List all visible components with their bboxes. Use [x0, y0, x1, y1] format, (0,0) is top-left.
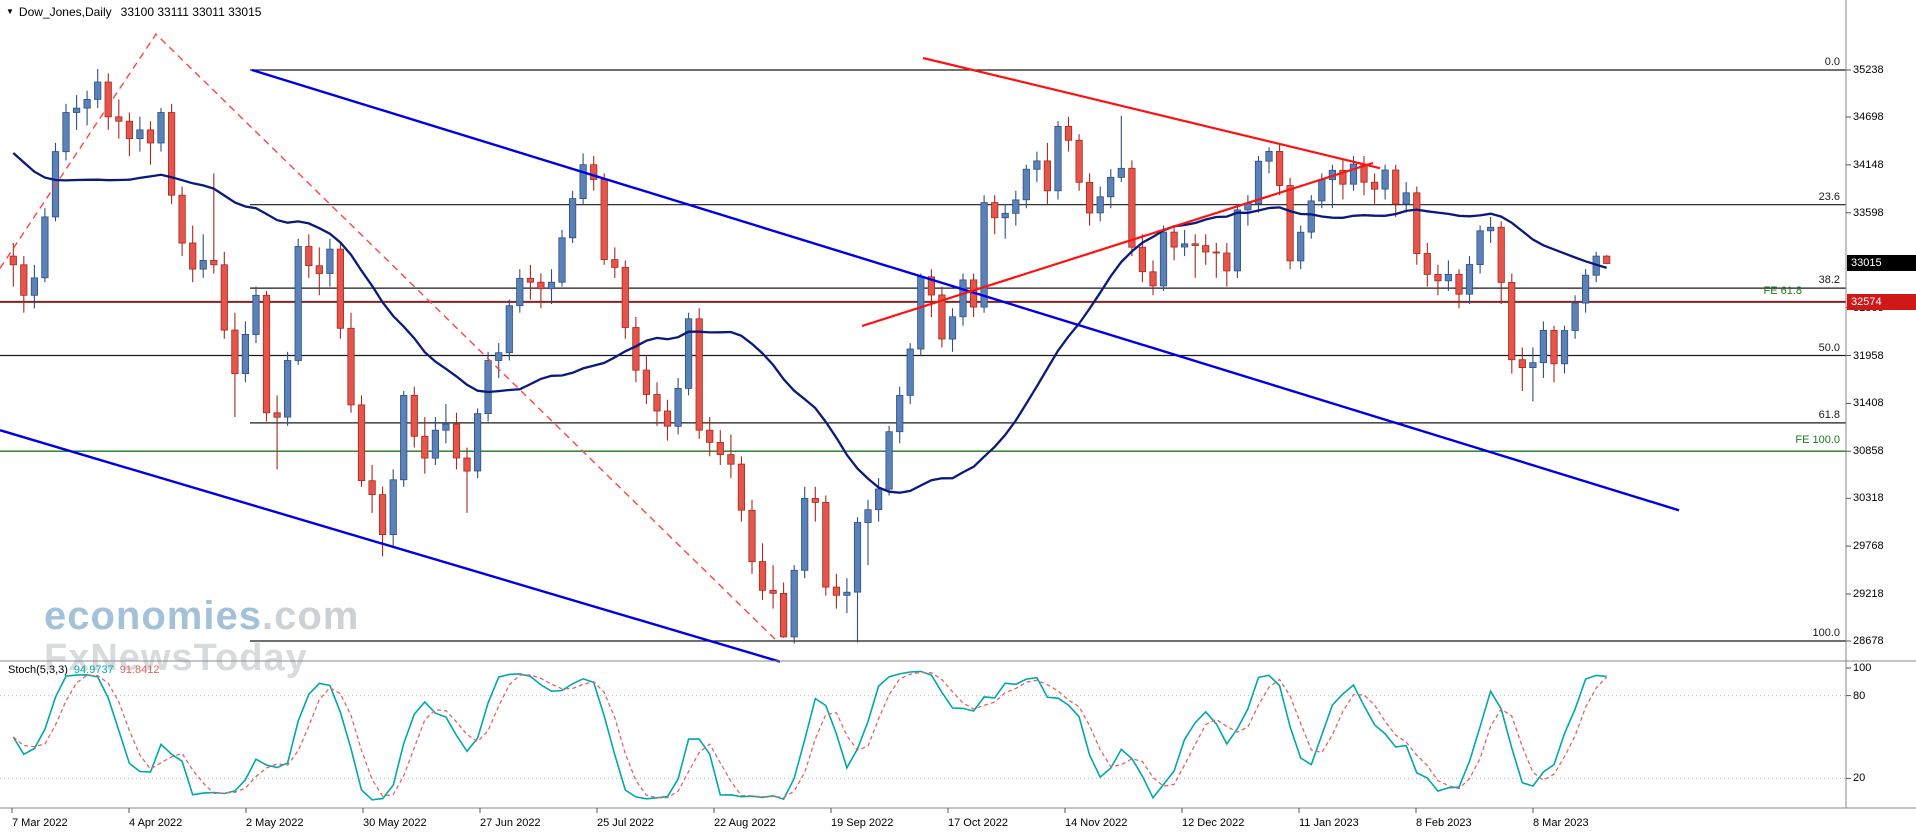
price-axis-label: 31958	[1853, 350, 1884, 362]
stochastic-k-value: 94.9737	[73, 664, 114, 676]
fib-retracement-label: 0.0	[1824, 56, 1840, 68]
stochastic-indicator-label: Stoch(5,3,3) 94.9737 91.8412	[8, 664, 159, 676]
price-axis-label: 28678	[1853, 635, 1884, 647]
watermark-brand-suffix: .com	[261, 594, 360, 638]
ohlc-values: 33100 33111 33011 33015	[120, 5, 262, 19]
time-axis-label: 12 Dec 2022	[1182, 817, 1245, 829]
symbol-timeframe-label: Dow_Jones,Daily	[18, 5, 112, 19]
time-axis-label: 8 Feb 2023	[1416, 817, 1472, 829]
watermark-subbrand: FxNewsToday	[44, 637, 308, 679]
price-axis-label: 29218	[1853, 588, 1884, 600]
time-axis-label: 30 May 2022	[363, 817, 427, 829]
stochastic-axis-label: 80	[1853, 690, 1866, 702]
time-axis-label: 19 Sep 2022	[831, 817, 894, 829]
current-price-badge: 33015	[1847, 255, 1916, 271]
price-axis-label: 33598	[1853, 207, 1884, 219]
stochastic-axis-label: 20	[1853, 772, 1866, 784]
chart-title-bar: ▼ Dow_Jones,Daily 33100 33111 33011 33015	[6, 5, 261, 19]
price-axis-label: 29768	[1853, 540, 1884, 552]
fib-retracement-label: 50.0	[1818, 342, 1840, 354]
alert-price-badge: 32574	[1847, 294, 1916, 310]
price-axis-label: 30858	[1853, 445, 1884, 457]
fib-expansion-label: FE 100.0	[1795, 434, 1840, 446]
time-axis-label: 17 Oct 2022	[948, 817, 1008, 829]
time-axis-label: 14 Nov 2022	[1065, 817, 1128, 829]
fib-retracement-label: 23.6	[1818, 191, 1840, 203]
stochastic-axis-label: 100	[1853, 662, 1872, 674]
time-axis-label: 4 Apr 2022	[129, 817, 183, 829]
time-axis-label: 7 Mar 2022	[12, 817, 68, 829]
price-axis-label: 35238	[1853, 64, 1884, 76]
watermark-line1: economies.com	[44, 596, 359, 636]
watermark: economies.com FxNewsToday	[44, 596, 359, 677]
fib-expansion-label: FE 61.8	[1763, 285, 1802, 297]
time-axis-label: 25 Jul 2022	[597, 817, 654, 829]
fib-retracement-label: 38.2	[1818, 274, 1840, 286]
time-axis-label: 8 Mar 2023	[1533, 817, 1589, 829]
time-axis-label: 27 Jun 2022	[480, 817, 541, 829]
price-axis-label: 30318	[1853, 492, 1884, 504]
fib-retracement-label: 100.0	[1812, 627, 1840, 639]
price-axis-label: 31408	[1853, 397, 1884, 409]
watermark-brand: economies	[44, 594, 262, 638]
price-axis-label: 34148	[1853, 159, 1884, 171]
symbol-dropdown-icon[interactable]: ▼	[6, 7, 14, 16]
fib-retracement-label: 61.8	[1818, 409, 1840, 421]
time-axis-label: 2 May 2022	[246, 817, 304, 829]
stochastic-d-value: 91.8412	[119, 664, 160, 676]
time-axis-label: 11 Jan 2023	[1299, 817, 1359, 829]
time-axis-label: 22 Aug 2022	[714, 817, 776, 829]
price-axis-label: 34698	[1853, 111, 1884, 123]
stochastic-name: Stoch(5,3,3)	[8, 664, 68, 676]
